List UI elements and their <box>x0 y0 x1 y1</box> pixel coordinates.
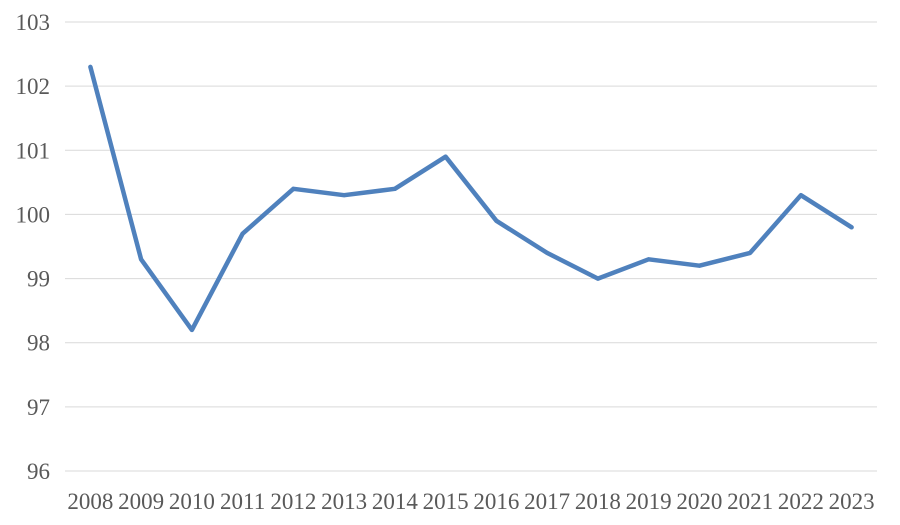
y-tick-label: 101 <box>16 138 51 163</box>
x-tick-label: 2012 <box>270 489 316 514</box>
data-line-series <box>88 64 854 333</box>
x-tick-label: 2008 <box>67 489 113 514</box>
y-tick-label: 103 <box>16 10 51 35</box>
x-tick-label: 2019 <box>626 489 672 514</box>
x-tick-label: 2010 <box>169 489 215 514</box>
y-tick-label: 102 <box>16 74 51 99</box>
x-tick-label: 2023 <box>829 489 875 514</box>
y-tick-label: 96 <box>27 459 50 484</box>
x-tick-label: 2016 <box>473 489 519 514</box>
x-tick-label: 2021 <box>727 489 773 514</box>
x-tick-label: 2017 <box>524 489 570 514</box>
y-tick-label: 98 <box>27 331 50 356</box>
x-tick-label: 2013 <box>321 489 367 514</box>
x-tick-label: 2020 <box>676 489 722 514</box>
x-tick-label: 2011 <box>220 489 265 514</box>
y-tick-label: 99 <box>27 267 50 292</box>
x-tick-label: 2009 <box>118 489 164 514</box>
x-tick-label: 2014 <box>372 489 419 514</box>
x-tick-label: 2022 <box>778 489 824 514</box>
y-tick-label: 97 <box>27 395 50 420</box>
y-tick-label: 100 <box>16 202 51 227</box>
x-tick-label: 2018 <box>575 489 621 514</box>
x-tick-label: 2015 <box>423 489 469 514</box>
